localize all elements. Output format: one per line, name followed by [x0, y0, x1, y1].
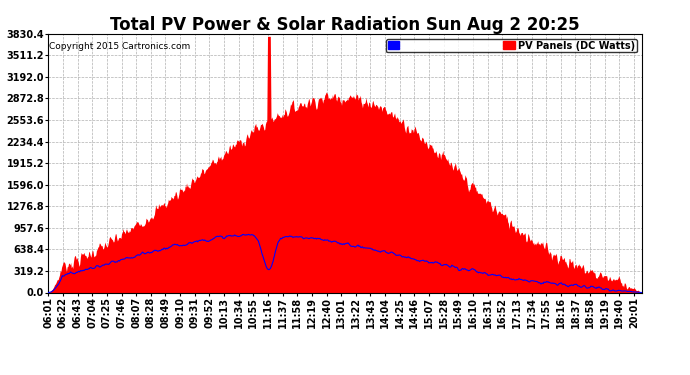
- Title: Total PV Power & Solar Radiation Sun Aug 2 20:25: Total PV Power & Solar Radiation Sun Aug…: [110, 16, 580, 34]
- Legend: Radiation (W/m2), PV Panels (DC Watts): Radiation (W/m2), PV Panels (DC Watts): [386, 39, 637, 53]
- Text: Copyright 2015 Cartronics.com: Copyright 2015 Cartronics.com: [49, 42, 190, 51]
